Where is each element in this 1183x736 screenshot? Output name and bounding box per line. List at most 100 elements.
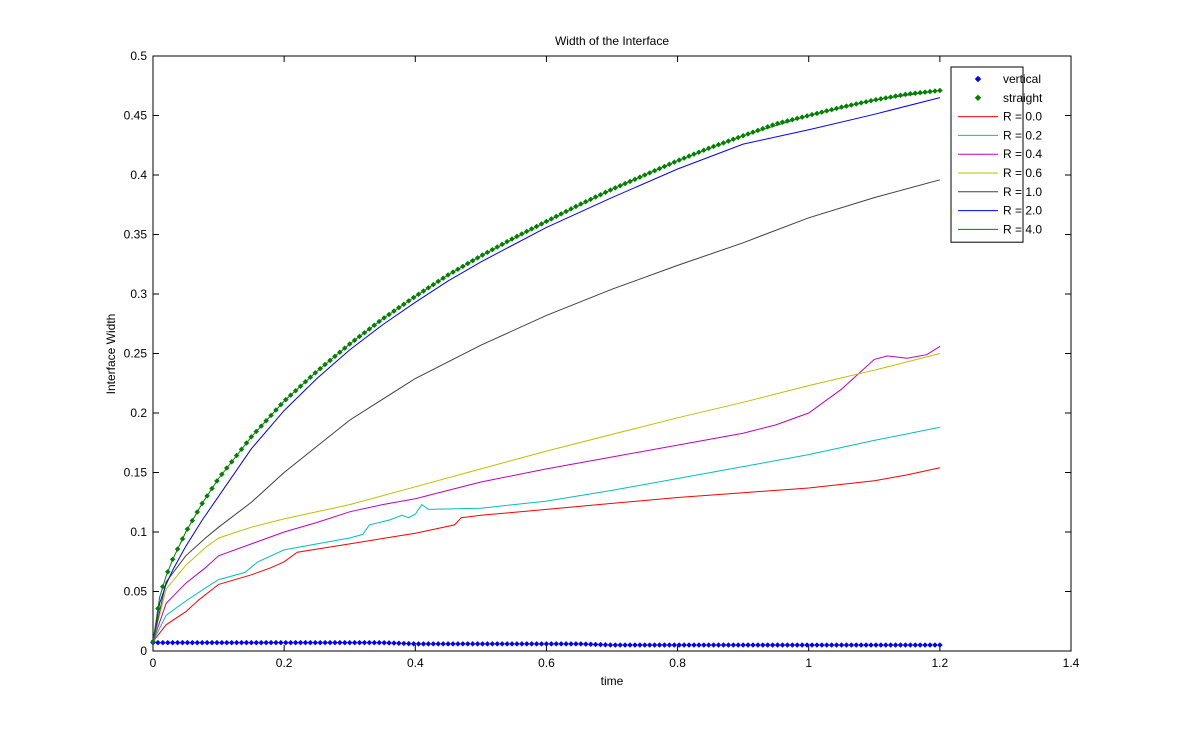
data-point bbox=[282, 639, 289, 646]
data-point bbox=[499, 241, 506, 248]
series-markers-vertical bbox=[150, 639, 943, 648]
data-point bbox=[518, 231, 525, 237]
data-point bbox=[843, 642, 850, 648]
data-point bbox=[253, 639, 260, 646]
data-point bbox=[302, 378, 309, 385]
data-point bbox=[696, 642, 702, 648]
data-point bbox=[597, 641, 604, 648]
data-point bbox=[774, 120, 781, 127]
data-point bbox=[612, 184, 619, 191]
data-point bbox=[853, 642, 860, 648]
data-point bbox=[558, 641, 565, 647]
data-point bbox=[489, 641, 496, 647]
data-point bbox=[263, 639, 269, 646]
data-point bbox=[538, 221, 545, 227]
data-point bbox=[238, 639, 245, 646]
data-point bbox=[204, 639, 210, 646]
data-point bbox=[223, 639, 230, 646]
y-tick-label: 0.35 bbox=[124, 228, 148, 242]
data-point bbox=[607, 642, 614, 648]
data-point bbox=[312, 639, 319, 646]
data-point bbox=[582, 198, 589, 205]
data-point bbox=[823, 642, 830, 648]
data-point bbox=[494, 244, 501, 250]
data-point bbox=[282, 396, 289, 403]
data-point bbox=[189, 517, 196, 524]
data-point bbox=[907, 642, 914, 648]
data-point bbox=[258, 423, 265, 429]
data-point bbox=[937, 87, 943, 94]
data-point bbox=[769, 642, 776, 648]
data-point bbox=[518, 641, 525, 647]
data-point bbox=[415, 291, 422, 298]
data-point bbox=[233, 639, 240, 646]
data-point bbox=[725, 642, 732, 648]
data-point bbox=[179, 639, 186, 646]
data-point bbox=[853, 101, 860, 107]
data-point bbox=[169, 556, 176, 563]
data-point bbox=[877, 95, 884, 102]
data-point bbox=[843, 103, 850, 109]
data-point bbox=[666, 161, 673, 168]
data-point bbox=[253, 428, 260, 435]
data-point bbox=[651, 642, 658, 648]
data-point bbox=[912, 642, 919, 648]
series-line-r-2-0 bbox=[152, 97, 941, 642]
data-point bbox=[312, 369, 319, 376]
data-point bbox=[405, 640, 412, 647]
x-tick-label: 1.2 bbox=[932, 656, 949, 670]
data-point bbox=[700, 642, 707, 648]
data-point bbox=[179, 535, 186, 542]
legend-label-r-4-0: R = 4.0 bbox=[1003, 222, 1042, 236]
data-point bbox=[268, 639, 274, 646]
data-point bbox=[155, 639, 161, 646]
data-point bbox=[341, 345, 348, 351]
data-point bbox=[691, 151, 697, 158]
data-point bbox=[366, 326, 373, 332]
data-point bbox=[455, 266, 461, 273]
y-tick-label: 0.5 bbox=[130, 49, 147, 63]
data-point bbox=[705, 642, 712, 648]
data-point bbox=[302, 639, 309, 646]
data-point bbox=[415, 641, 422, 647]
data-point bbox=[553, 641, 560, 647]
data-point bbox=[587, 196, 594, 203]
data-point bbox=[932, 642, 938, 648]
data-point bbox=[307, 639, 314, 646]
data-point bbox=[469, 641, 476, 647]
data-point bbox=[248, 433, 255, 440]
data-point bbox=[882, 95, 889, 101]
data-point bbox=[617, 182, 624, 189]
data-point bbox=[637, 642, 643, 648]
data-point bbox=[710, 143, 717, 150]
data-point bbox=[297, 639, 304, 646]
data-point bbox=[243, 639, 250, 646]
data-point bbox=[764, 642, 771, 648]
data-point bbox=[641, 172, 648, 178]
data-point bbox=[671, 642, 678, 648]
x-tick-label: 0.4 bbox=[407, 656, 424, 670]
data-point bbox=[809, 111, 815, 118]
data-point bbox=[681, 155, 687, 161]
y-tick-label: 0.1 bbox=[130, 525, 147, 539]
data-point bbox=[627, 642, 633, 648]
data-point bbox=[410, 640, 417, 647]
data-point bbox=[484, 249, 491, 256]
x-tick-label: 0 bbox=[150, 656, 157, 670]
data-point bbox=[184, 526, 191, 532]
data-point bbox=[877, 642, 884, 648]
data-point bbox=[863, 98, 869, 105]
data-point bbox=[391, 640, 397, 646]
data-point bbox=[676, 157, 683, 163]
data-point bbox=[568, 206, 574, 212]
data-point bbox=[578, 201, 584, 207]
data-point bbox=[735, 642, 742, 648]
data-point bbox=[474, 641, 481, 647]
data-point bbox=[292, 387, 299, 394]
data-point bbox=[641, 642, 648, 648]
data-point bbox=[617, 642, 624, 648]
data-point bbox=[917, 89, 924, 96]
data-point bbox=[779, 642, 786, 648]
data-point bbox=[789, 116, 796, 123]
legend-label-r-0-2: R = 0.2 bbox=[1003, 128, 1042, 142]
